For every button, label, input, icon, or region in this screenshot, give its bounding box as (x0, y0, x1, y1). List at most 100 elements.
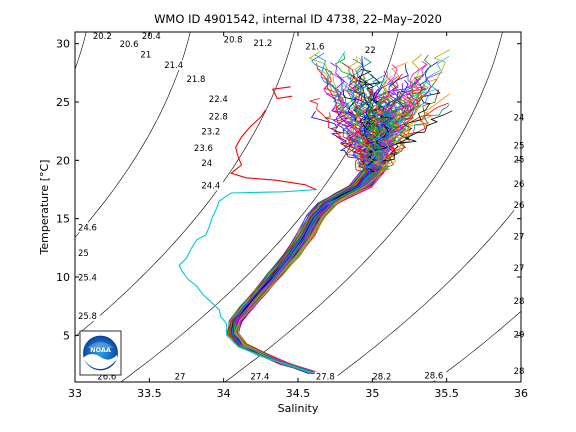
contour-label-bg (140, 31, 164, 41)
y-tick-label: 30 (56, 38, 70, 51)
contour-label-bg (423, 370, 447, 381)
contour-label: 21 (140, 51, 151, 61)
contour-label-bg (512, 365, 525, 376)
contour-label-bg (512, 329, 525, 340)
contour-label: 25.8 (78, 312, 97, 322)
chart-title: WMO ID 4901542, internal ID 4738, 22–May… (154, 12, 442, 26)
x-tick-label: 34.5 (286, 387, 311, 400)
contour-label: 22 (365, 46, 376, 56)
contour-label: 28.2 (372, 373, 391, 383)
contour-label-bg (363, 45, 377, 55)
contour-label-bg (207, 94, 231, 104)
contour-label: 27.8 (316, 373, 335, 383)
contour-label-bg (512, 140, 525, 151)
contour-label: 27 (514, 233, 525, 243)
axis-ticks: 33 33.5 34 34.5 35 35.5 36 5 10 15 20 25 30 (56, 32, 528, 400)
x-tick-label: 35 (365, 387, 379, 400)
y-tick-label: 10 (56, 271, 70, 284)
profile-line (235, 48, 385, 374)
density-contour-line (529, 26, 576, 388)
y-tick-label: 15 (56, 213, 70, 226)
contour-label: 27 (514, 264, 525, 274)
x-tick-label: 33.5 (137, 387, 162, 400)
x-tick-label: 36 (514, 387, 528, 400)
density-contour-line (120, 32, 399, 382)
contour-label-bg (139, 49, 152, 60)
contour-label: 24.4 (201, 181, 220, 191)
profile-line (230, 113, 394, 374)
contour-label-bg (200, 126, 224, 137)
x-axis-label: Salinity (278, 402, 319, 415)
svg-text:NOAA: NOAA (90, 346, 111, 354)
contour-label: 25.4 (78, 274, 97, 284)
contour-label: 20.8 (224, 36, 243, 46)
contour-label-bg (76, 272, 100, 283)
contour-label: 27 (175, 373, 186, 383)
contour-label-bg (163, 60, 186, 71)
profile-line (229, 112, 368, 372)
contour-label-bg (76, 222, 100, 233)
contour-label-bg (96, 371, 120, 382)
contour-label: 23.6 (194, 144, 213, 154)
contour-label-bg (512, 179, 525, 190)
contour-label: 24 (201, 159, 212, 169)
contour-label-bg (512, 154, 525, 165)
contour-label-bg (222, 34, 246, 45)
contour-label: 20.2 (93, 32, 112, 42)
y-axis-label: Temperature [°C] (38, 160, 51, 256)
y-tick-label: 20 (56, 154, 70, 167)
x-tick-label: 35.5 (434, 387, 459, 400)
contour-label: 28 (514, 367, 525, 377)
contour-label-bg (314, 371, 338, 382)
profile-line (231, 110, 391, 374)
density-contour-line (432, 310, 521, 382)
contour-label: 21.8 (187, 75, 206, 85)
contour-label-bg (76, 248, 90, 258)
profile-line (234, 74, 427, 374)
contour-label-bg (207, 111, 231, 122)
noaa-logo: NOAA (79, 330, 122, 376)
contour-label: 25 (78, 249, 89, 259)
contour-label: 22.8 (209, 113, 228, 123)
contour-label: 22.4 (209, 95, 228, 105)
contour-label: 24 (514, 114, 525, 124)
contour-label-bg (512, 112, 525, 123)
contour-label: 24.6 (78, 223, 97, 233)
x-tick-label: 34 (217, 387, 231, 400)
contour-label: 28 (514, 297, 525, 307)
contour-label: 28.6 (424, 372, 443, 382)
contour-label: 20.6 (120, 40, 139, 50)
highlight-profile-line (229, 109, 317, 191)
contour-label-bg (200, 158, 213, 169)
contour-label: 21.6 (305, 43, 324, 53)
contour-label-bg (200, 180, 224, 191)
contour-label: 21.4 (164, 61, 183, 71)
contour-label: 26 (514, 201, 525, 211)
profile-line (232, 93, 376, 374)
contour-label-bg (512, 200, 525, 211)
contour-label-bg (512, 231, 525, 242)
contour-label-bg (249, 371, 273, 382)
contour-label-bg (91, 31, 115, 41)
contour-label: 23.2 (201, 128, 220, 138)
argo-profiles (178, 48, 453, 375)
contour-label-bg (192, 143, 216, 153)
contour-label-bg (173, 371, 187, 382)
highlight-profile-line (178, 188, 318, 374)
x-tick-label: 33 (68, 387, 82, 400)
density-contour-line (75, 32, 295, 338)
y-tick-label: 5 (63, 329, 70, 342)
contour-label: 26 (514, 180, 525, 190)
contour-label-bg (185, 74, 209, 85)
plot-area (75, 32, 521, 382)
contour-label: 27.4 (250, 373, 269, 383)
highlight-profile-line (271, 86, 293, 100)
density-contour-labels: 20.2 20.420.6 20.8 21 21.2 21.4 21.6 21.8 22 22.4… (76, 31, 525, 383)
density-contour-line (75, 32, 191, 238)
contour-label-bg (304, 41, 328, 52)
profile-line (235, 61, 428, 373)
contour-label-bg (76, 311, 100, 321)
contour-label-bg (512, 295, 525, 306)
contour-label: 25 (514, 142, 525, 152)
